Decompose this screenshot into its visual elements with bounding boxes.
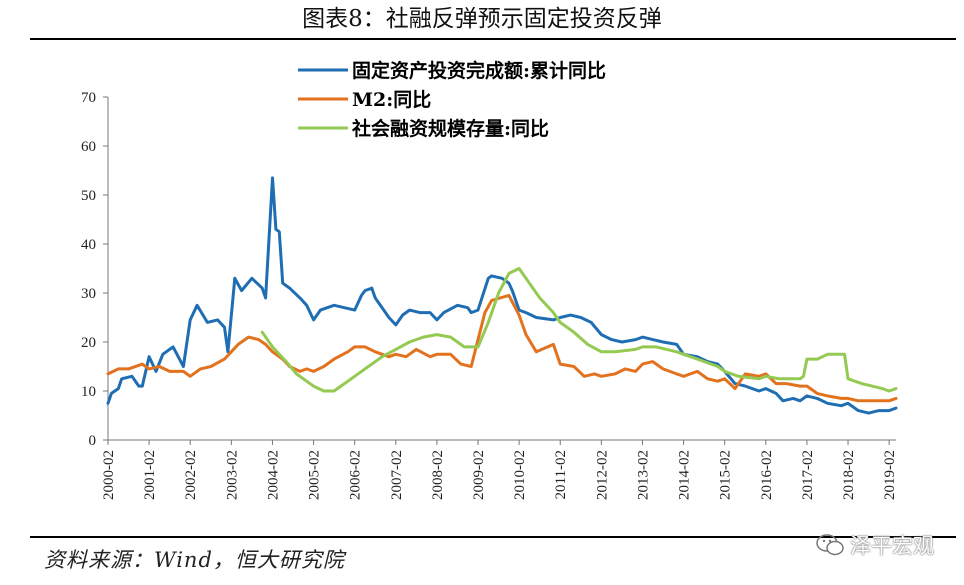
y-tick-label: 10 xyxy=(81,384,96,400)
x-tick-label: 2008-02 xyxy=(430,450,446,500)
y-tick-label: 70 xyxy=(81,90,96,106)
y-tick-label: 0 xyxy=(89,433,97,449)
legend-label-3: 社会融资规模存量:同比 xyxy=(351,117,549,140)
x-tick-label: 2001-02 xyxy=(142,450,158,500)
x-tick-label: 2011-02 xyxy=(553,450,569,499)
watermark: 泽平宏观 xyxy=(816,530,934,560)
x-tick-label: 2004-02 xyxy=(265,450,281,500)
wechat-bubble-icon xyxy=(816,534,844,556)
x-tick-label: 2017-02 xyxy=(800,450,816,500)
y-tick-label: 50 xyxy=(81,188,96,204)
y-tick-label: 20 xyxy=(81,335,96,351)
source-note: 资料来源：Wind，恒大研究院 xyxy=(44,548,345,572)
series-line-3 xyxy=(260,267,898,393)
x-tick-label: 2016-02 xyxy=(759,450,775,500)
x-tick-label: 2015-02 xyxy=(718,450,734,500)
legend-label-2: M2:同比 xyxy=(352,89,431,111)
y-tick-label: 60 xyxy=(81,139,96,155)
x-tick-label: 2019-02 xyxy=(882,450,898,500)
x-tick-label: 2000-02 xyxy=(101,450,117,500)
x-tick-label: 2007-02 xyxy=(389,450,405,500)
title-divider xyxy=(30,38,956,40)
line-chart: 0 10 20 30 40 50 60 70 2000-02 2001-02 2002-02 2003… xyxy=(81,59,898,500)
x-tick-label: 2002-02 xyxy=(183,450,199,500)
legend-label-1: 固定资产投资完成额:累计同比 xyxy=(352,59,606,82)
footer-divider xyxy=(30,536,956,538)
page-title: 图表8：社融反弹预示固定投资反弹 xyxy=(302,6,662,32)
x-tick-label: 2013-02 xyxy=(635,450,651,500)
x-tick-label: 2014-02 xyxy=(677,450,693,500)
x-tick-label: 2018-02 xyxy=(841,450,857,500)
series-line-2 xyxy=(106,293,898,403)
x-tick-label: 2010-02 xyxy=(512,450,528,500)
x-tick-label: 2009-02 xyxy=(471,450,487,500)
y-tick-label: 40 xyxy=(81,237,96,253)
y-tick-label: 30 xyxy=(81,286,96,302)
x-tick-label: 2003-02 xyxy=(224,450,240,500)
series-line-1 xyxy=(106,176,898,415)
x-tick-label: 2005-02 xyxy=(307,450,323,500)
watermark-text: 泽平宏观 xyxy=(850,534,934,558)
x-tick-label: 2006-02 xyxy=(348,450,364,500)
x-tick-label: 2012-02 xyxy=(594,450,610,500)
